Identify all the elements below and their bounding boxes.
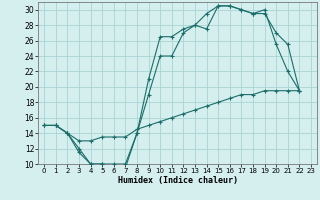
X-axis label: Humidex (Indice chaleur): Humidex (Indice chaleur)	[118, 176, 238, 185]
